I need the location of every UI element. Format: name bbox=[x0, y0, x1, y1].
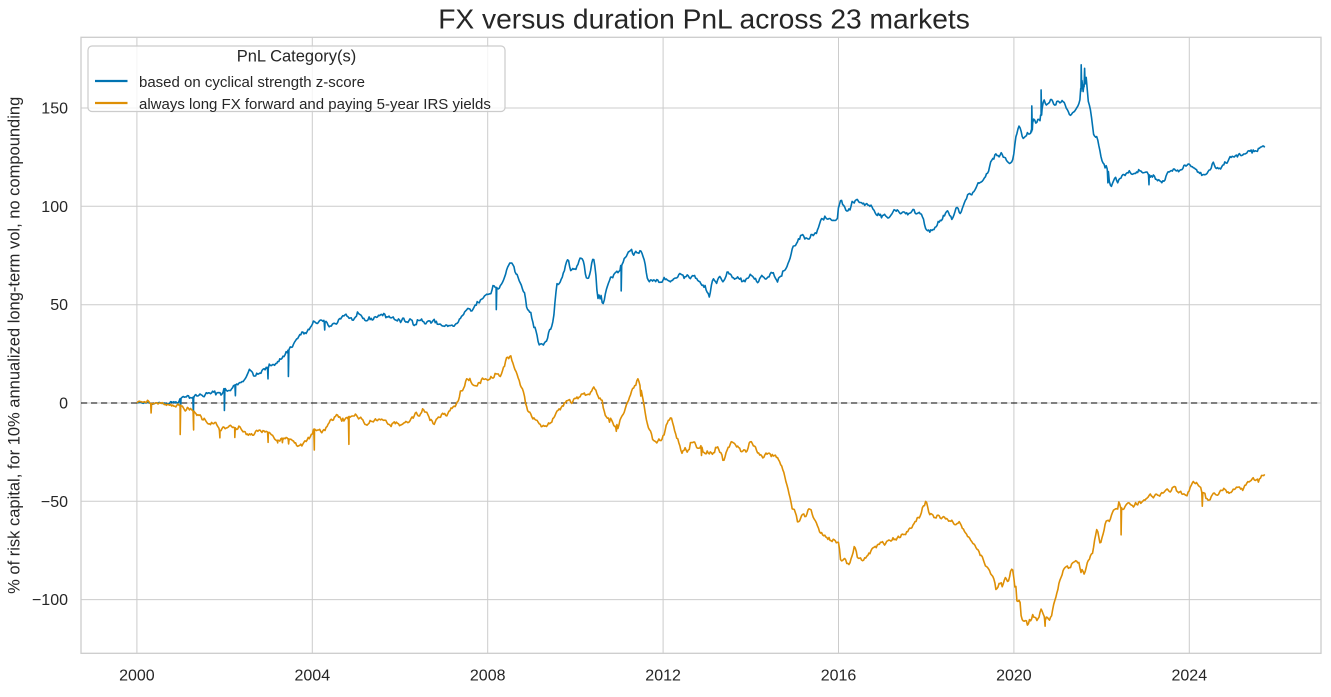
svg-text:−100: −100 bbox=[32, 592, 68, 609]
svg-text:2024: 2024 bbox=[1172, 668, 1208, 685]
svg-text:0: 0 bbox=[59, 396, 68, 413]
svg-text:2020: 2020 bbox=[996, 668, 1032, 685]
svg-text:2000: 2000 bbox=[119, 668, 155, 685]
svg-text:2008: 2008 bbox=[470, 668, 506, 685]
svg-text:−50: −50 bbox=[41, 494, 68, 511]
svg-text:2004: 2004 bbox=[295, 668, 331, 685]
svg-text:based on cyclical strength z-s: based on cyclical strength z-score bbox=[139, 74, 365, 91]
svg-text:PnL Category(s): PnL Category(s) bbox=[237, 48, 357, 66]
svg-text:always long FX forward and pay: always long FX forward and paying 5-year… bbox=[139, 96, 491, 113]
svg-text:50: 50 bbox=[50, 297, 68, 314]
svg-text:100: 100 bbox=[41, 199, 68, 216]
svg-text:150: 150 bbox=[41, 101, 68, 118]
svg-text:2012: 2012 bbox=[645, 668, 681, 685]
svg-text:% of risk capital, for 10% ann: % of risk capital, for 10% annualized lo… bbox=[6, 97, 24, 594]
svg-text:2016: 2016 bbox=[821, 668, 857, 685]
svg-text:FX versus duration PnL across: FX versus duration PnL across 23 markets bbox=[438, 3, 970, 35]
